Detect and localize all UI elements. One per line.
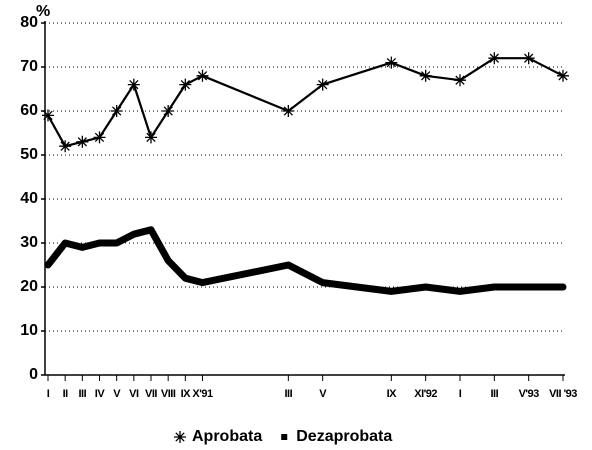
x-tick-label: V'93	[519, 388, 540, 400]
y-tick-label: 30	[20, 234, 38, 251]
x-tick-label: IX	[387, 388, 398, 400]
x-tick-label: II	[63, 388, 69, 400]
y-tick-label: 20	[20, 278, 38, 295]
data-point	[316, 78, 329, 91]
data-point	[162, 105, 175, 117]
data-point	[179, 78, 192, 91]
x-tick-label: X'91	[192, 388, 213, 400]
y-tick-label: 70	[20, 58, 38, 75]
legend-label: Aprobata	[192, 428, 262, 445]
data-point	[282, 105, 295, 117]
data-point	[196, 69, 209, 82]
data-point	[42, 109, 54, 122]
data-point	[145, 131, 157, 144]
y-axis-label: %	[36, 3, 50, 20]
y-tick-label: 50	[20, 146, 38, 163]
data-point	[557, 69, 569, 82]
y-tick-label: 60	[20, 102, 38, 119]
y-tick-label: 0	[29, 366, 38, 383]
x-tick-label: XI'92	[414, 388, 437, 400]
x-tick-label: III	[490, 388, 498, 400]
data-point	[93, 131, 106, 144]
x-tick-label: V	[113, 388, 121, 400]
x-tick-label: VIII	[161, 388, 176, 400]
legend-label: Dezaprobata	[296, 428, 392, 445]
x-tick-label: V	[319, 388, 327, 400]
data-point	[76, 135, 89, 148]
data-point	[110, 105, 123, 117]
series-line	[47, 57, 564, 148]
x-tick-label: III	[284, 388, 292, 400]
data-point	[522, 52, 535, 65]
series-line	[44, 226, 567, 295]
data-point	[454, 74, 466, 87]
data-point	[59, 140, 72, 153]
x-tick-label: IX	[181, 388, 192, 400]
x-tick-label: VII '93	[549, 388, 577, 400]
data-point	[419, 69, 432, 82]
data-point	[488, 52, 501, 65]
y-tick-label: 40	[20, 190, 38, 207]
x-tick-label: IV	[95, 388, 106, 400]
x-tick-label: VI	[129, 388, 139, 400]
x-tick-label: VII	[145, 388, 157, 400]
x-tick-label: III	[78, 388, 86, 400]
legend-marker	[174, 431, 186, 443]
data-point	[127, 78, 140, 91]
x-tick-label: I	[459, 388, 462, 400]
y-tick-label: 80	[20, 14, 38, 31]
data-point	[385, 56, 398, 69]
x-tick-label: I	[47, 388, 50, 400]
y-tick-label: 10	[20, 322, 38, 339]
legend-marker	[281, 434, 288, 440]
